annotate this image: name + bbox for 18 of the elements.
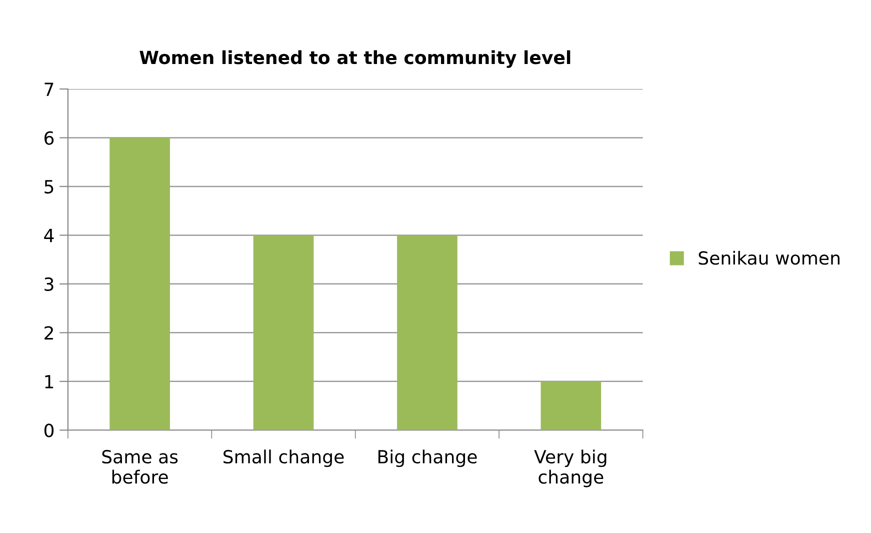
chart-title: Women listened to at the community level [140,50,570,68]
y-tick-label: 1 [45,375,54,388]
bar [253,235,314,430]
bar [397,235,458,430]
x-tick-label: Same as before [102,450,178,484]
y-tick-label: 4 [44,228,54,242]
x-tick-label: Big change [378,450,477,468]
y-tick-label: 5 [44,180,54,194]
y-tick-label: 3 [44,277,54,292]
x-tick-label: Small change [224,450,344,468]
y-tick-label: 2 [44,326,53,340]
x-tick-label: Very big change [534,450,606,488]
bar [540,381,602,430]
y-tick-label: 7 [44,82,54,96]
bar [110,138,170,430]
legend-label: Senikau women [698,250,840,265]
y-tick-label: 6 [44,131,54,145]
y-tick-label: 0 [44,424,54,438]
